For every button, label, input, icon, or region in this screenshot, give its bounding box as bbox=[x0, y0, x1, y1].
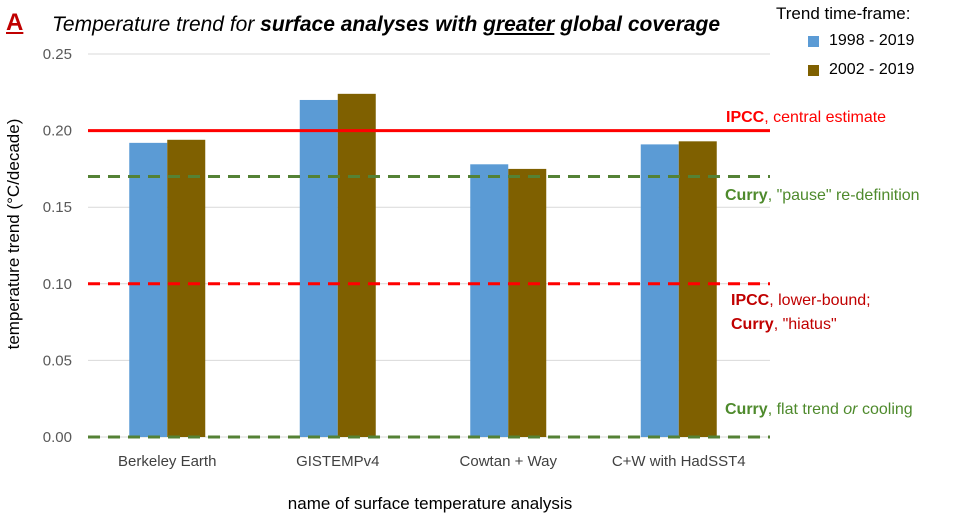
title-part-1: Temperature trend for bbox=[52, 13, 260, 36]
legend-swatch bbox=[808, 36, 819, 47]
x-axis-label: name of surface temperature analysis bbox=[288, 494, 572, 514]
bar-c-w-with-hadsst4-1998-2019 bbox=[641, 144, 679, 437]
x-tick-labels: Berkeley Earth GISTEMPv4 Cowtan + Way C+W w… bbox=[118, 453, 746, 470]
bar-cowtan-way-1998-2019 bbox=[470, 164, 508, 437]
legend-item-2002-2019: 2002 - 2019 bbox=[808, 61, 914, 79]
y-tick-label: 0.25 bbox=[43, 46, 72, 63]
annotation-text: , lower-bound; bbox=[769, 292, 870, 309]
title-part-3: greater bbox=[483, 13, 554, 36]
annotation-ipcc-central: IPCC, central estimate bbox=[726, 109, 886, 127]
bar-berkeley-earth-1998-2019 bbox=[129, 143, 167, 437]
y-tick-label: 0.05 bbox=[43, 352, 72, 369]
y-tick-label: 0.00 bbox=[43, 429, 72, 446]
y-tick-label: 0.15 bbox=[43, 199, 72, 216]
annotation-bold: Curry bbox=[725, 187, 768, 204]
bar-gistempv4-2002-2019 bbox=[338, 94, 376, 437]
annotation-curry-pause: Curry, "pause" re-definition bbox=[725, 187, 920, 205]
y-axis-label: temperature trend (°C/decade) bbox=[4, 119, 24, 350]
y-tick-label: 0.10 bbox=[43, 276, 72, 293]
bar-c-w-with-hadsst4-2002-2019 bbox=[679, 141, 717, 437]
annotation-italic: or bbox=[843, 401, 857, 418]
annotation-bold: Curry bbox=[731, 316, 774, 333]
annotation-text: , "hiatus" bbox=[774, 316, 837, 333]
annotation-curry-flat: Curry, flat trend or cooling bbox=[725, 401, 913, 419]
x-tick-label: C+W with HadSST4 bbox=[612, 453, 746, 470]
title-part-2: surface analyses with bbox=[260, 13, 483, 36]
legend-label: 2002 - 2019 bbox=[829, 61, 914, 79]
annotation-text: , flat trend bbox=[768, 401, 844, 418]
legend-title: Trend time-frame: bbox=[776, 4, 910, 24]
annotation-curry-hiatus: Curry, "hiatus" bbox=[731, 316, 837, 334]
annotation-ipcc-lower: IPCC, lower-bound; bbox=[731, 292, 871, 310]
x-tick-label: Berkeley Earth bbox=[118, 453, 216, 470]
legend-label: 1998 - 2019 bbox=[829, 32, 914, 50]
annotation-text: , central estimate bbox=[764, 109, 886, 126]
y-tick-labels: 0.00 0.05 0.10 0.15 0.20 0.25 bbox=[43, 46, 72, 446]
legend-item-1998-2019: 1998 - 2019 bbox=[808, 32, 914, 50]
legend-swatch bbox=[808, 65, 819, 76]
bar-gistempv4-1998-2019 bbox=[300, 100, 338, 437]
panel-letter: A bbox=[6, 9, 23, 37]
annotation-text: cooling bbox=[858, 401, 913, 418]
y-tick-label: 0.20 bbox=[43, 123, 72, 140]
chart-title: Temperature trend for surface analyses w… bbox=[52, 13, 720, 37]
title-part-4: global coverage bbox=[554, 13, 720, 36]
x-tick-label: GISTEMPv4 bbox=[296, 453, 379, 470]
bar-cowtan-way-2002-2019 bbox=[508, 169, 546, 437]
bars bbox=[129, 94, 717, 437]
x-tick-label: Cowtan + Way bbox=[460, 453, 558, 470]
annotation-bold: Curry bbox=[725, 401, 768, 418]
bar-berkeley-earth-2002-2019 bbox=[167, 140, 205, 437]
annotation-text: , "pause" re-definition bbox=[768, 187, 920, 204]
annotation-bold: IPCC bbox=[731, 292, 769, 309]
annotation-bold: IPCC bbox=[726, 109, 764, 126]
